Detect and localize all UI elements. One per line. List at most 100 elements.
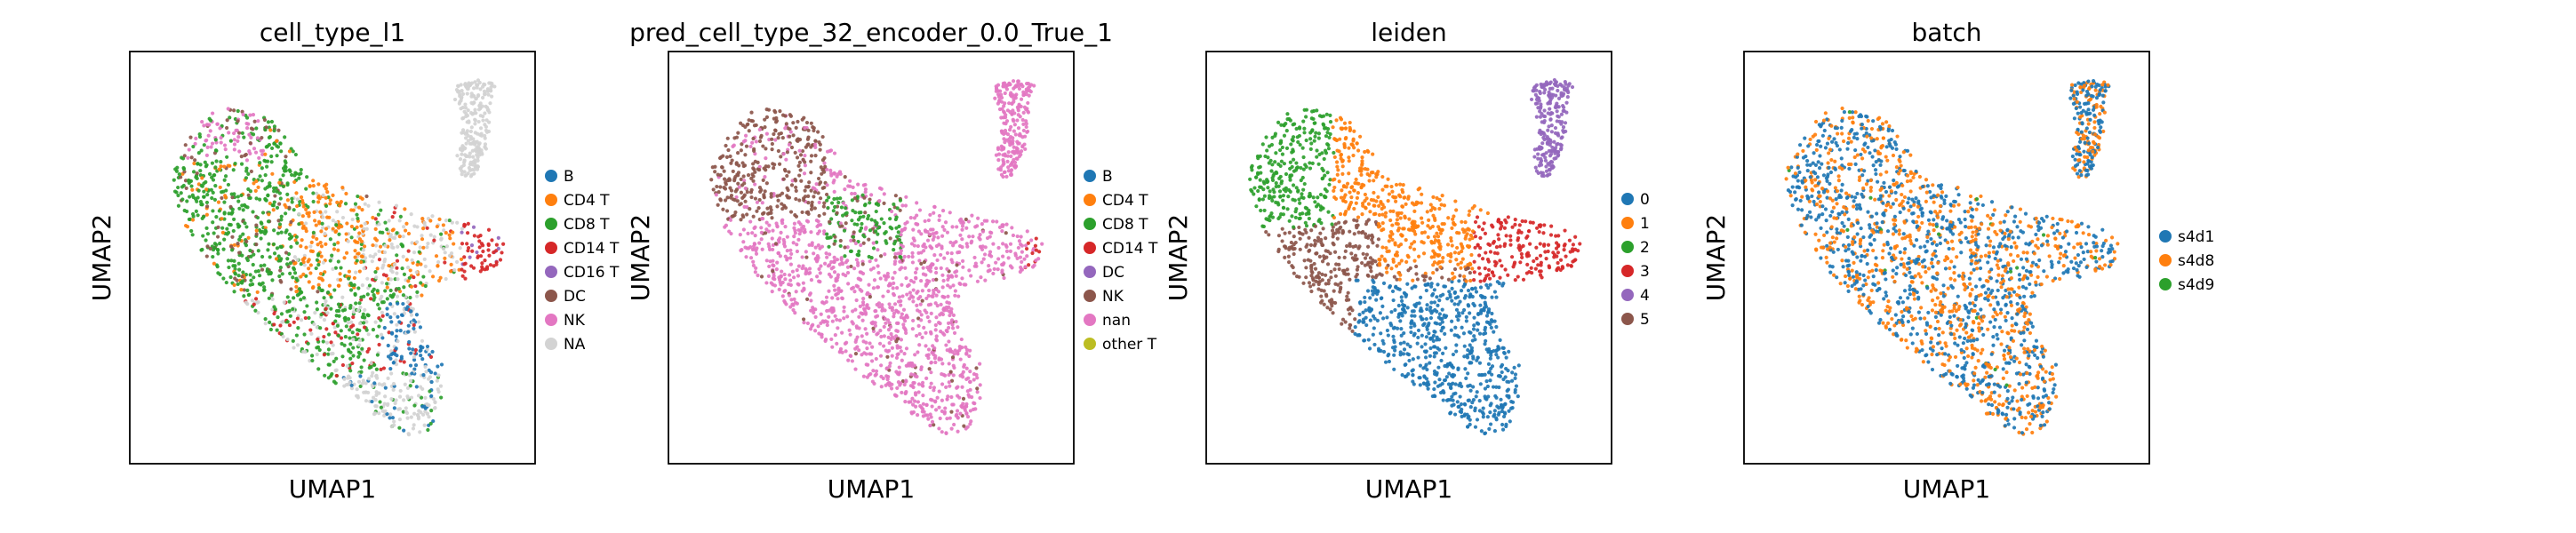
scatter-point [942, 306, 947, 311]
scatter-point [1352, 232, 1356, 236]
scatter-point [304, 187, 308, 191]
scatter-point [896, 251, 900, 256]
scatter-point [947, 380, 951, 385]
scatter-point [1021, 110, 1026, 115]
scatter-point [1008, 249, 1013, 253]
scatter-point [753, 196, 758, 201]
scatter-point [331, 193, 335, 197]
scatter-point [293, 152, 298, 157]
scatter-point [954, 319, 958, 324]
scatter-point [200, 216, 204, 221]
scatter-point [934, 277, 939, 282]
scatter-point [788, 273, 792, 277]
scatter-point [487, 110, 492, 115]
scatter-point [277, 274, 282, 279]
scatter-point [444, 219, 449, 223]
scatter-point [897, 365, 901, 370]
scatter-point [771, 228, 775, 233]
scatter-point [870, 345, 875, 349]
scatter-point [749, 195, 754, 200]
scatter-point [937, 405, 941, 410]
scatter-point [366, 314, 371, 318]
scatter-point [373, 217, 378, 221]
scatter-point [260, 152, 265, 156]
scatter-point [1546, 249, 1550, 254]
scatter-point [226, 107, 230, 111]
scatter-point [1335, 164, 1340, 169]
scatter-point [289, 244, 293, 249]
scatter-point [1427, 218, 1431, 222]
scatter-point [909, 411, 915, 416]
scatter-point [1011, 233, 1016, 238]
scatter-point [410, 371, 414, 376]
scatter-point [254, 242, 259, 247]
scatter-point [218, 242, 222, 246]
scatter-point [408, 378, 413, 383]
scatter-point [277, 191, 283, 195]
scatter-point [1375, 243, 1380, 248]
scatter-point [435, 378, 439, 383]
scatter-point [956, 394, 960, 398]
scatter-point [1473, 338, 1477, 342]
scatter-point [1472, 315, 1476, 320]
scatter-point [474, 96, 478, 101]
scatter-point [212, 246, 217, 251]
scatter-point [1437, 298, 1442, 303]
scatter-point [357, 321, 363, 326]
scatter-point [413, 363, 419, 368]
scatter-point [409, 313, 414, 317]
scatter-point [1307, 216, 1311, 221]
scatter-point [231, 264, 236, 268]
scatter-point [756, 273, 760, 278]
scatter-point [1492, 259, 1497, 264]
scatter-point [803, 125, 807, 131]
scatter-point [273, 194, 277, 198]
scatter-point [1485, 415, 1490, 419]
scatter-point [388, 416, 392, 420]
scatter-point [1013, 253, 1018, 258]
scatter-point [227, 131, 231, 135]
scatter-point [1448, 259, 1452, 264]
scatter-point [212, 261, 216, 266]
scatter-point [323, 231, 327, 236]
scatter-point [249, 254, 253, 259]
scatter-point [868, 295, 873, 299]
scatter-point [188, 135, 193, 139]
scatter-point [1024, 246, 1029, 251]
scatter-point [370, 277, 375, 282]
scatter-point [301, 349, 306, 354]
scatter-point [814, 256, 819, 260]
scatter-point [316, 286, 322, 290]
scatter-point [952, 422, 956, 427]
scatter-point [388, 238, 392, 243]
scatter-point [854, 338, 859, 342]
scatter-point [348, 356, 353, 361]
scatter-point [835, 317, 839, 322]
scatter-point [219, 140, 223, 145]
scatter-point [942, 227, 947, 232]
scatter-point [185, 199, 189, 203]
scatter-point [1000, 131, 1004, 135]
scatter-point [840, 260, 844, 265]
scatter-point [466, 245, 471, 251]
scatter-point [346, 347, 351, 352]
scatter-point [299, 318, 304, 322]
scatter-point [864, 226, 868, 230]
scatter-point [899, 349, 903, 354]
scatter-point [344, 191, 348, 196]
scatter-point [789, 145, 795, 150]
scatter-point [333, 266, 338, 270]
scatter-point [821, 204, 826, 209]
scatter-point [1352, 206, 1356, 211]
scatter-point [824, 192, 829, 197]
scatter-point [756, 206, 761, 211]
scatter-point [1004, 174, 1009, 179]
scatter-point [209, 145, 213, 149]
scatter-point [1460, 249, 1464, 254]
scatter-point [385, 402, 390, 408]
scatter-point [1345, 267, 1349, 272]
scatter-point [216, 271, 220, 275]
scatter-point [362, 244, 367, 249]
scatter-point [362, 358, 366, 362]
